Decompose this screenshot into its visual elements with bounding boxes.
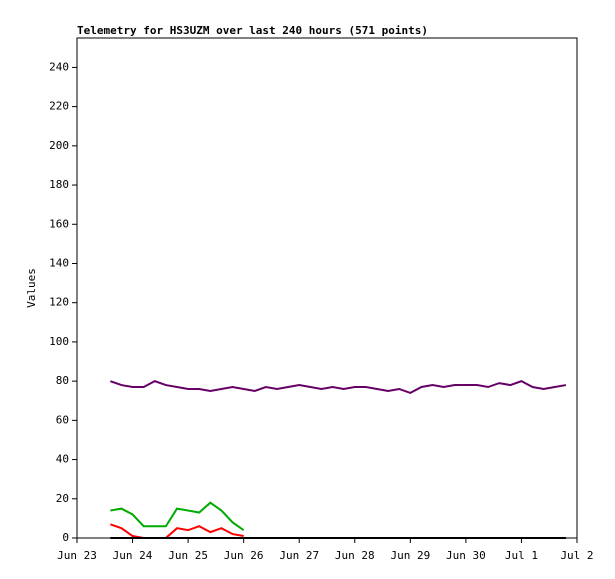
chart-title: Telemetry for HS3UZM over last 240 hours…	[77, 24, 428, 37]
y-tick-label: 220	[49, 100, 69, 113]
y-tick-label: 60	[56, 413, 69, 426]
y-tick-label: 20	[56, 492, 69, 505]
x-tick-label: Jun 24	[113, 549, 153, 562]
y-axis-label: Values	[25, 268, 38, 308]
x-tick-label: Jun 30	[446, 549, 486, 562]
x-tick-label: Jul 2	[560, 549, 593, 562]
x-tick-label: Jun 26	[224, 549, 264, 562]
y-tick-label: 100	[49, 335, 69, 348]
series-line	[110, 501, 245, 531]
x-tick-label: Jun 29	[390, 549, 430, 562]
y-tick-label: 120	[49, 296, 69, 309]
plot-frame	[76, 37, 578, 539]
x-tick-label: Jun 28	[335, 549, 375, 562]
y-tick-label: 180	[49, 178, 69, 191]
x-tick-label: Jun 23	[57, 549, 97, 562]
y-tick-label: 80	[56, 374, 69, 387]
x-tick-label: Jun 25	[168, 549, 208, 562]
x-tick-label: Jun 27	[279, 549, 319, 562]
x-tick-label: Jul 1	[505, 549, 538, 562]
y-tick-label: 0	[62, 531, 69, 544]
series-line	[110, 380, 567, 394]
y-tick-label: 160	[49, 217, 69, 230]
series-line	[110, 523, 244, 539]
y-tick-label: 140	[49, 256, 69, 269]
y-tick-label: 40	[56, 453, 69, 466]
y-tick-label: 200	[49, 139, 69, 152]
y-tick-label: 240	[49, 60, 69, 73]
